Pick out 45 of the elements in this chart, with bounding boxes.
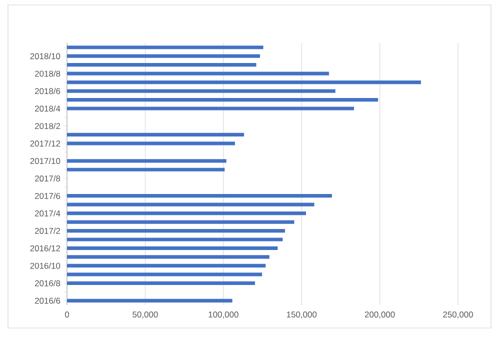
bar [67, 98, 378, 102]
y-tick-label: 2018/4 [35, 105, 60, 112]
x-tick-label: 50,000 [132, 312, 158, 319]
y-tick-label: 2017/2 [35, 228, 60, 234]
y-tick-label: 2016/6 [35, 298, 60, 304]
x-tick-label: 150,000 [286, 312, 317, 319]
y-tick-label: 2016/8 [35, 280, 60, 286]
x-tick-label: 250,000 [443, 312, 473, 319]
y-tick-label: 2017/6 [35, 192, 60, 199]
bar [67, 228, 286, 233]
bar [67, 238, 283, 242]
bar [67, 264, 266, 268]
bar [67, 272, 262, 276]
bar [67, 202, 314, 206]
bar [67, 106, 354, 110]
bar [67, 212, 306, 216]
x-tick-label: 200,000 [364, 312, 395, 319]
y-tick-label: 2017/10 [30, 158, 60, 164]
y-tick-label: 2016/12 [30, 245, 60, 252]
y-tick-label: 2018/2 [35, 122, 60, 130]
y-tick-label: 2016/10 [30, 262, 60, 269]
bar [67, 89, 336, 93]
y-tick-label: 2017/12 [30, 140, 60, 147]
bar [67, 220, 294, 224]
bar [67, 54, 260, 58]
bar [67, 80, 421, 84]
bar [67, 46, 264, 50]
x-tick-label: 0 [64, 312, 70, 318]
y-tick-label: 2018/6 [35, 88, 60, 94]
bar [67, 298, 232, 302]
bar [67, 246, 278, 250]
bar [67, 255, 270, 259]
bar [67, 194, 332, 198]
bar [67, 142, 235, 146]
bar [67, 168, 225, 172]
bar [67, 281, 255, 285]
bar [67, 63, 256, 67]
y-tick-label: 2018/10 [30, 52, 60, 60]
y-tick-label: 2017/4 [35, 210, 60, 216]
y-tick-label: 2018/8 [35, 70, 60, 77]
bar [67, 159, 226, 163]
y-tick-label: 2017/8 [35, 175, 60, 182]
bar [67, 132, 244, 136]
bar [67, 72, 329, 76]
x-tick-label: 100,000 [208, 312, 238, 319]
